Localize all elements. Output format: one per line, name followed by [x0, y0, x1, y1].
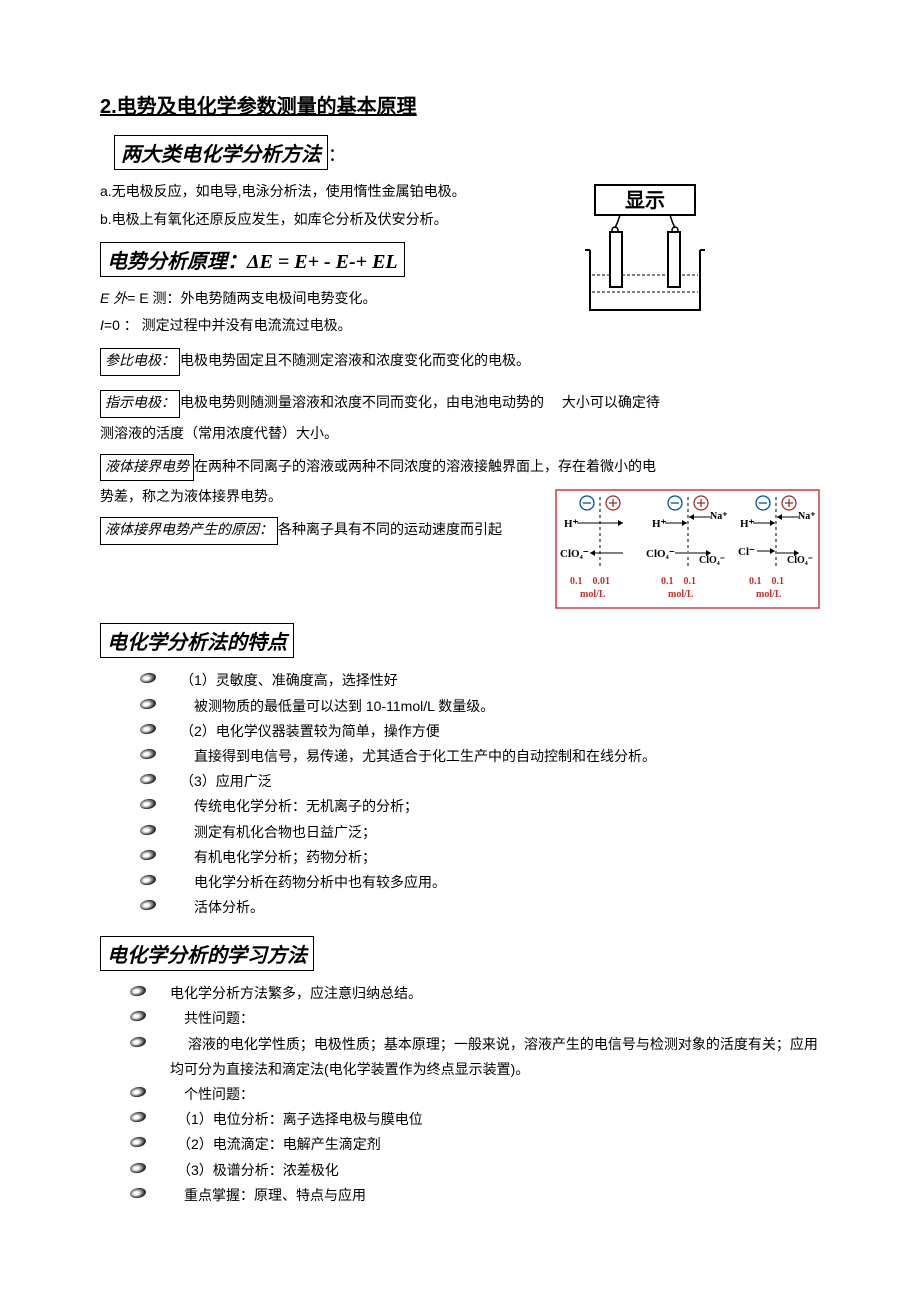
svg-text:ClO₄⁻: ClO₄⁻ [646, 548, 675, 560]
ind-electrode-line2: 测溶液的活度（常用浓度代替）大小。 [100, 422, 820, 446]
list-item: 传统电化学分析：无机离子的分析； [140, 794, 820, 819]
svg-text:mol/L: mol/L [668, 589, 694, 600]
svg-text:H⁺: H⁺ [740, 518, 755, 530]
ref-electrode-label: 参比电极： [100, 348, 180, 376]
list-item: 被测物质的最低量可以达到 10-11mol/L 数量级。 [140, 694, 820, 719]
page-title: 2.电势及电化学参数测量的基本原理 [100, 90, 820, 119]
ref-electrode-line: 参比电极：电极电势固定且不随测定溶液和浓度变化而变化的电极。 [100, 348, 820, 376]
list-item: （2）电流滴定：电解产生滴定剂 [130, 1132, 820, 1157]
section1-suffix: ： [328, 145, 346, 165]
ind-electrode-line1: 指示电极：电极电势则随测量溶液和浓度不同而变化，由电池电动势的 大小可以确定待 [100, 390, 820, 418]
display-label: 显示 [625, 190, 665, 212]
svg-text:ClO₄⁻: ClO₄⁻ [787, 555, 813, 566]
svg-text:0.1 0.01: 0.1 0.01 [570, 576, 610, 587]
ind-electrode-text1: 电极电势则随测量溶液和浓度不同而变化，由电池电动势的 大小可以确定待 [180, 394, 660, 410]
list-item: （3）极谱分析：浓差极化 [130, 1158, 820, 1183]
list-item: （1）电位分析：离子选择电极与膜电位 [130, 1107, 820, 1132]
svg-text:0.1 0.1: 0.1 0.1 [661, 576, 696, 587]
junction-text1: 在两种不同离子的溶液或两种不同浓度的溶液接触界面上，存在着微小的电 [194, 458, 656, 474]
section1-heading: 两大类电化学分析方法 [114, 135, 328, 170]
list-item: 有机电化学分析；药物分析； [140, 845, 820, 870]
svg-text:mol/L: mol/L [580, 589, 606, 600]
list-item: 电化学分析方法繁多，应注意归纳总结。 [130, 981, 820, 1006]
svg-text:Na⁺: Na⁺ [798, 511, 816, 522]
svg-text:H⁺: H⁺ [652, 518, 667, 530]
svg-text:mol/L: mol/L [756, 589, 782, 600]
display-device-figure: 显示 [570, 180, 720, 320]
svg-text:Na⁺: Na⁺ [710, 511, 728, 522]
junction-label: 液体接界电势 [100, 454, 194, 482]
list-item: 重点掌握：原理、特点与应用 [130, 1183, 820, 1208]
svg-text:Cl⁻: Cl⁻ [738, 546, 755, 558]
list-item: （1）灵敏度、准确度高，选择性好 [140, 668, 820, 693]
list-item: 共性问题： [130, 1006, 820, 1031]
junction-cause-text: 各种离子具有不同的运动速度而引起 [278, 521, 502, 537]
eq-line-2-mid: =0 ： 测定过程中并没有电流流过电极。 [104, 317, 352, 333]
ind-electrode-label: 指示电极： [100, 390, 180, 418]
svg-text:ClO₄⁻: ClO₄⁻ [560, 548, 589, 560]
junction-diagram: H⁺ ClO₄⁻ 0.1 0.01 mol/L H⁺ Na⁺ ClO₄⁻ ClO… [555, 489, 820, 609]
eq-line-1-mid: = E 测：外电势随两支电极间电势变化。 [127, 290, 376, 306]
list-item: 个性问题： [130, 1082, 820, 1107]
list-item: 电化学分析在药物分析中也有较多应用。 [140, 870, 820, 895]
section3-list: （1）灵敏度、准确度高，选择性好 被测物质的最低量可以达到 10-11mol/L… [140, 668, 820, 920]
list-item: 测定有机化合物也日益广泛； [140, 820, 820, 845]
eq-line-1-prefix: E 外 [100, 290, 127, 306]
section4-list: 电化学分析方法繁多，应注意归纳总结。 共性问题： 溶液的电化学性质；电极性质；基… [130, 981, 820, 1208]
list-item: 直接得到电信号，易传递，尤其适合于化工生产中的自动控制和在线分析。 [140, 744, 820, 769]
junction-cause-label: 液体接界电势产生的原因： [100, 517, 278, 545]
ref-electrode-text: 电极电势固定且不随测定溶液和浓度变化而变化的电极。 [180, 352, 530, 368]
section4-heading: 电化学分析的学习方法 [100, 936, 314, 971]
section3-heading: 电化学分析法的特点 [100, 623, 294, 658]
list-item: 活体分析。 [140, 895, 820, 920]
svg-text:H⁺: H⁺ [564, 518, 579, 530]
svg-text:ClO₄⁻: ClO₄⁻ [699, 555, 725, 566]
list-item: （2）电化学仪器装置较为简单，操作方便 [140, 719, 820, 744]
section2-heading: 电势分析原理：ΔE = E+ - E-+ EL [100, 242, 405, 277]
list-item: 溶液的电化学性质；电极性质；基本原理；一般来说，溶液产生的电信号与检测对象的活度… [130, 1032, 820, 1082]
list-item: （3）应用广泛 [140, 769, 820, 794]
junction-line1: 液体接界电势在两种不同离子的溶液或两种不同浓度的溶液接触界面上，存在着微小的电 [100, 454, 820, 482]
svg-text:0.1 0.1: 0.1 0.1 [749, 576, 784, 587]
